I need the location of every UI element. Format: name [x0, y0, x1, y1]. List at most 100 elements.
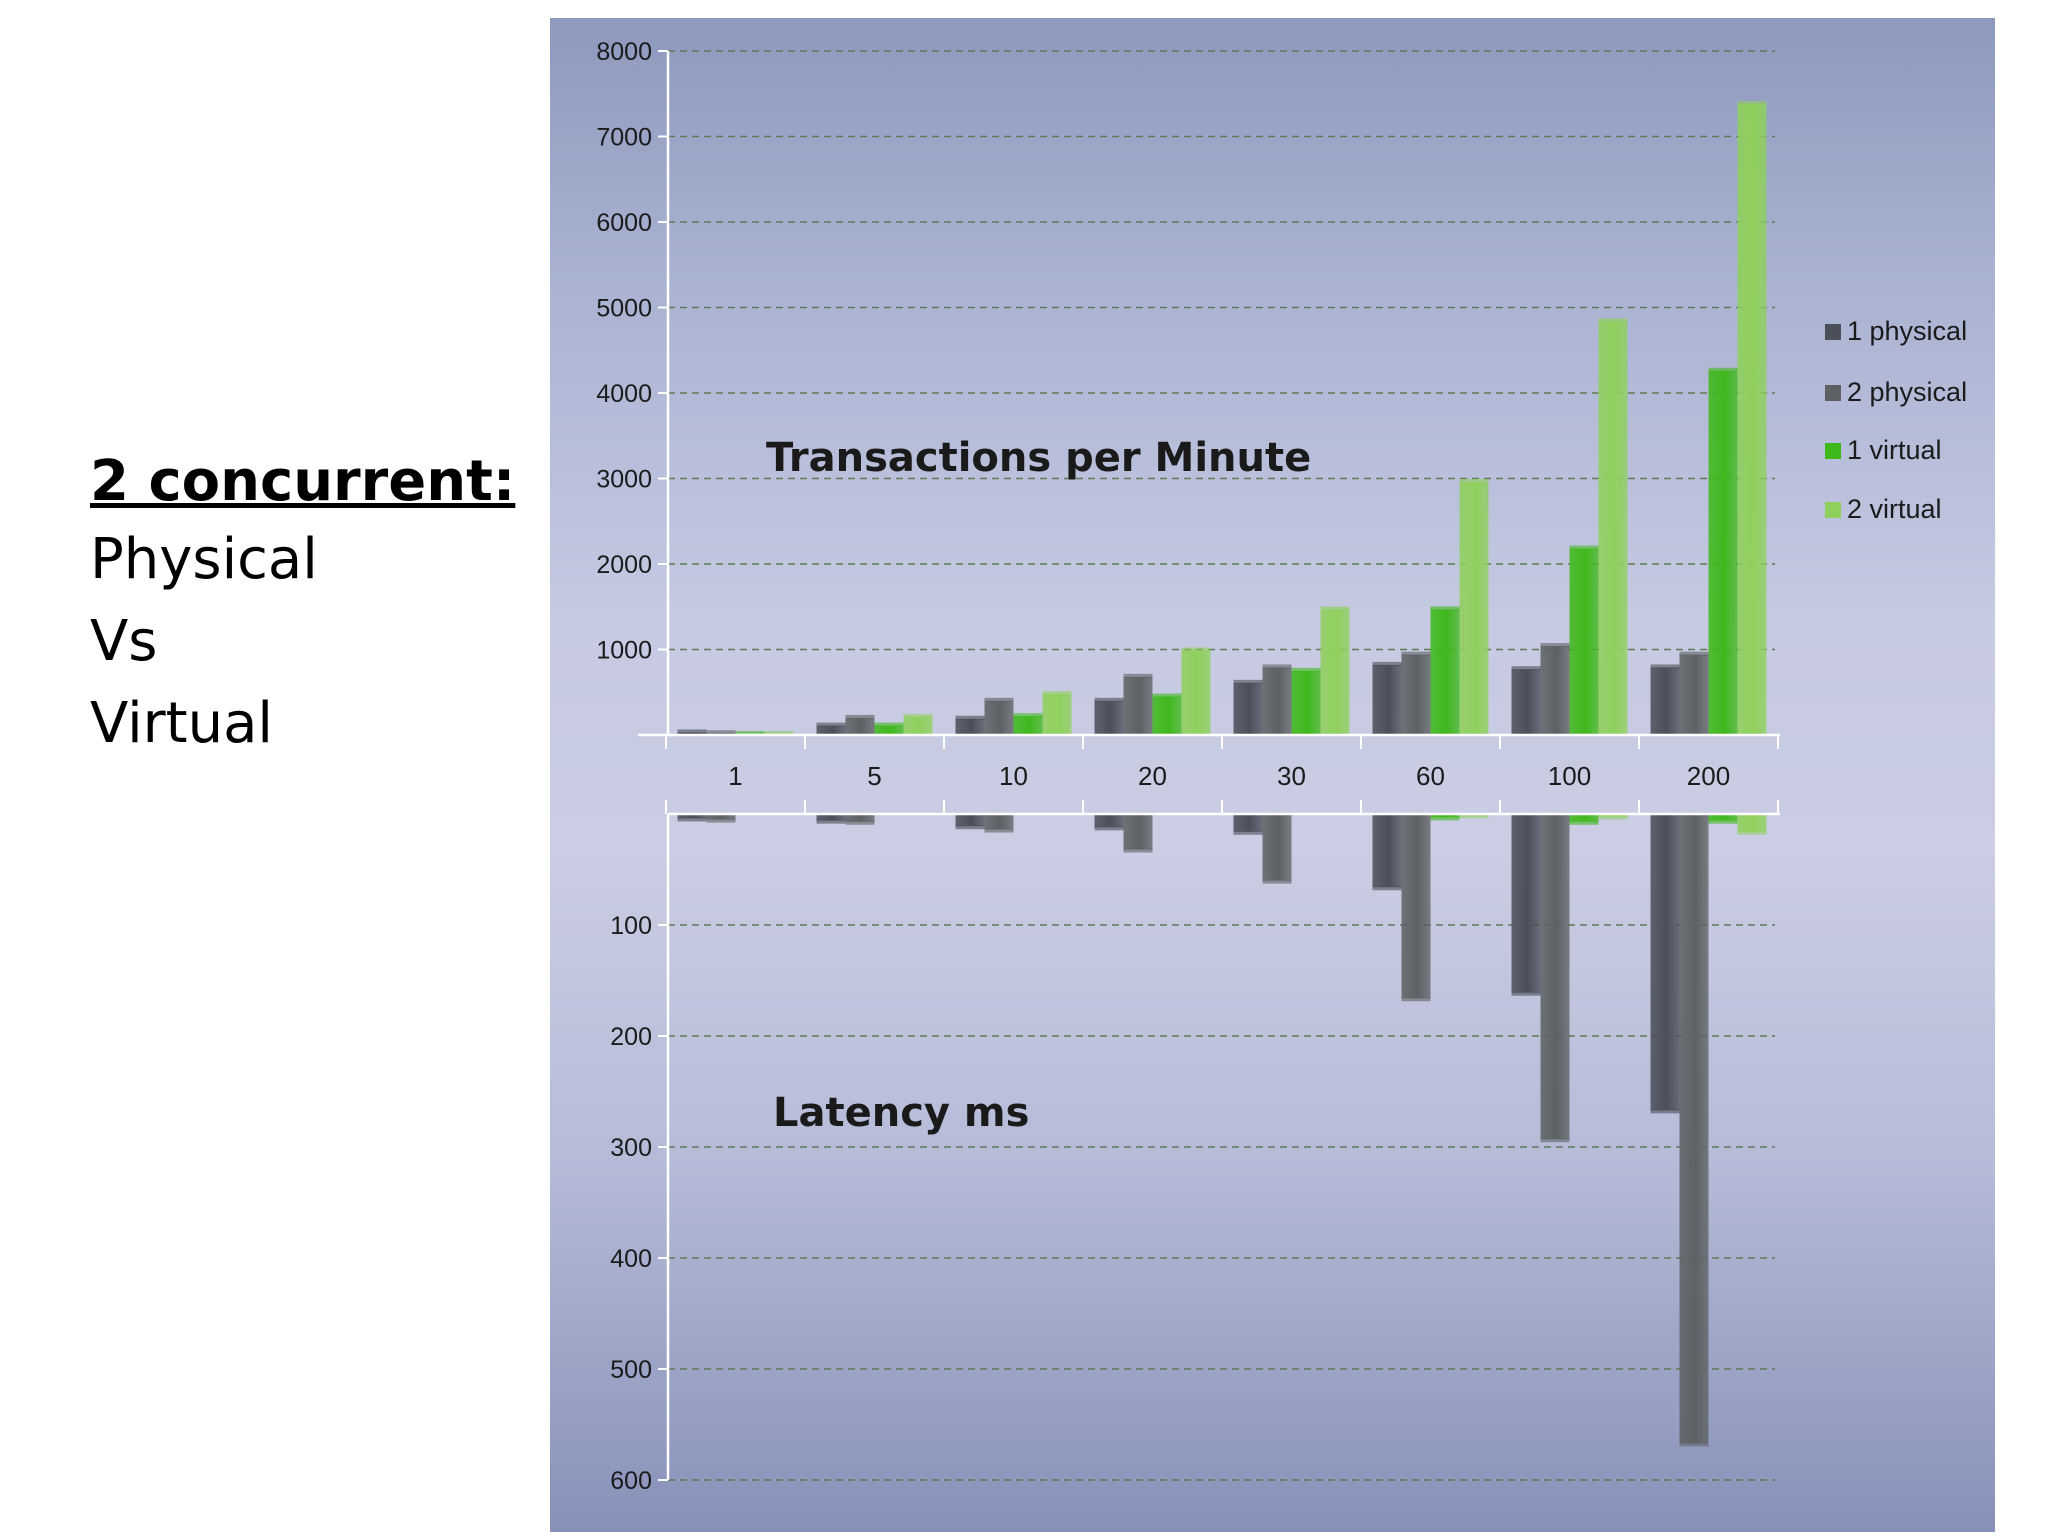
tpm-bar-1-virtual-20 — [1152, 696, 1182, 735]
legend-label-1-physical: 1 physical — [1847, 316, 1967, 346]
tpm-bar-1-physical-30 — [1233, 682, 1263, 735]
tpm-bar-cap-1-virtual-200 — [1708, 367, 1738, 372]
y-tick-label-bottom: 600 — [610, 1467, 652, 1495]
tpm-bar-cap-2-physical-1 — [706, 730, 736, 735]
latency-bar-cap-1-virtual-100 — [1569, 820, 1599, 825]
bar-layer — [677, 101, 1767, 1447]
latency-bar-1-virtual-100 — [1569, 814, 1599, 822]
tpm-bar-cap-2-virtual-1 — [764, 731, 794, 736]
tpm-bar-cap-1-physical-100 — [1511, 666, 1541, 671]
tpm-bar-cap-1-virtual-30 — [1291, 667, 1321, 672]
latency-bar-cap-2-virtual-60 — [1459, 814, 1489, 819]
tpm-bar-cap-1-physical-60 — [1372, 661, 1402, 666]
tpm-bar-cap-2-virtual-5 — [903, 714, 933, 719]
tpm-bar-cap-1-virtual-60 — [1430, 606, 1460, 611]
tpm-bar-1-physical-1 — [677, 732, 707, 735]
slide-line-virtual: Virtual — [90, 691, 273, 756]
tpm-bar-1-physical-100 — [1511, 669, 1541, 735]
latency-bar-cap-1-physical-10 — [955, 825, 985, 830]
tpm-bar-cap-1-physical-20 — [1094, 697, 1124, 702]
y-tick-label-top: 2000 — [596, 551, 652, 579]
legend: 1 physical 2 physical 1 virtual 2 virtual — [1825, 316, 1967, 524]
tpm-bar-2-virtual-5 — [903, 717, 933, 735]
latency-bar-1-physical-1 — [677, 814, 707, 819]
chart-panel: 1000 2000 3000 4000 5000 6000 7000 8000 100 200 30… — [550, 18, 1995, 1532]
y-tick-label-bottom: 400 — [610, 1245, 652, 1273]
legend-swatch-2-physical — [1825, 385, 1841, 401]
tpm-bar-1-virtual-30 — [1291, 670, 1321, 735]
tpm-bar-cap-1-physical-10 — [955, 715, 985, 720]
tpm-bar-1-virtual-5 — [874, 725, 904, 735]
legend-label-1-virtual: 1 virtual — [1847, 435, 1942, 465]
tpm-bar-cap-1-virtual-100 — [1569, 545, 1599, 550]
latency-bar-cap-1-physical-1 — [677, 817, 707, 822]
tpm-bar-cap-1-physical-30 — [1233, 679, 1263, 684]
x-category-label: 100 — [1548, 761, 1591, 791]
y-tick-label-top: 3000 — [596, 466, 652, 494]
tpm-bar-cap-1-physical-5 — [816, 722, 846, 727]
y-tick-label-top: 1000 — [596, 637, 652, 665]
latency-bar-cap-1-physical-5 — [816, 819, 846, 824]
tpm-bar-1-virtual-10 — [1013, 716, 1043, 735]
tpm-bar-2-virtual-30 — [1320, 609, 1350, 735]
tpm-bar-cap-1-virtual-10 — [1013, 713, 1043, 718]
latency-bar-1-virtual-200 — [1708, 814, 1738, 821]
latency-bar-1-physical-10 — [955, 814, 985, 827]
tpm-chart-title: Transactions per Minute — [766, 435, 1311, 481]
y-tick-label-top: 8000 — [596, 38, 652, 66]
tpm-bar-2-virtual-20 — [1181, 650, 1211, 735]
tpm-bar-2-physical-10 — [984, 700, 1014, 735]
grid-layer — [668, 50, 1775, 1481]
tpm-bar-cap-2-physical-5 — [845, 714, 875, 719]
slide-heading: 2 concurrent: — [90, 449, 516, 514]
tpm-bar-2-virtual-10 — [1042, 693, 1072, 735]
tpm-bar-cap-1-virtual-20 — [1152, 693, 1182, 698]
latency-bar-1-physical-30 — [1233, 814, 1263, 832]
latency-bar-2-physical-5 — [845, 814, 875, 822]
legend-swatch-2-virtual — [1825, 502, 1841, 518]
latency-bar-cap-1-virtual-200 — [1708, 819, 1738, 824]
tpm-bar-1-physical-5 — [816, 725, 846, 735]
tpm-bar-cap-1-virtual-1 — [735, 731, 765, 736]
latency-bar-2-virtual-200 — [1737, 814, 1767, 832]
latency-bar-cap-2-physical-5 — [845, 820, 875, 825]
tpm-bar-2-virtual-100 — [1598, 321, 1628, 735]
x-category-label: 10 — [999, 761, 1028, 791]
latency-bar-2-physical-30 — [1262, 814, 1292, 881]
tpm-bar-2-physical-200 — [1679, 654, 1709, 735]
tpm-bar-cap-1-physical-1 — [677, 729, 707, 734]
tpm-bar-cap-2-virtual-100 — [1598, 318, 1628, 323]
tpm-bar-2-physical-5 — [845, 717, 875, 735]
x-category-label: 60 — [1416, 761, 1445, 791]
tpm-bar-cap-2-virtual-200 — [1737, 101, 1767, 106]
tpm-bar-1-virtual-60 — [1430, 609, 1460, 735]
y-tick-label-top: 6000 — [596, 209, 652, 237]
latency-bar-cap-2-physical-200 — [1679, 1442, 1709, 1447]
tpm-bar-cap-2-physical-30 — [1262, 664, 1292, 669]
legend-label-2-virtual: 2 virtual — [1847, 494, 1942, 524]
x-category-label: 5 — [867, 761, 881, 791]
chart-svg: 1000 2000 3000 4000 5000 6000 7000 8000 100 200 30… — [596, 38, 1967, 1495]
latency-bar-cap-1-virtual-60 — [1430, 816, 1460, 821]
tpm-bar-cap-1-virtual-5 — [874, 722, 904, 727]
x-category-label: 200 — [1687, 761, 1730, 791]
legend-swatch-1-physical — [1825, 324, 1841, 340]
slide-text-block: 2 concurrent: Physical Vs Virtual — [90, 445, 515, 765]
latency-bar-1-virtual-60 — [1430, 814, 1460, 818]
latency-bar-1-physical-100 — [1511, 814, 1541, 993]
latency-bar-1-physical-20 — [1094, 814, 1124, 828]
tpm-bar-cap-2-virtual-60 — [1459, 478, 1489, 483]
latency-bar-1-physical-60 — [1372, 814, 1402, 888]
y-tick-label-bottom: 100 — [610, 912, 652, 940]
latency-bar-cap-2-virtual-100 — [1598, 815, 1628, 820]
latency-bar-1-physical-5 — [816, 814, 846, 821]
tpm-bar-2-physical-30 — [1262, 667, 1292, 735]
tpm-bar-1-physical-60 — [1372, 664, 1402, 735]
latency-bar-cap-2-physical-60 — [1401, 997, 1431, 1002]
y-tick-label-bottom: 500 — [610, 1356, 652, 1384]
latency-bar-cap-1-physical-60 — [1372, 886, 1402, 891]
tpm-bar-2-physical-60 — [1401, 654, 1431, 735]
tpm-bar-cap-2-virtual-30 — [1320, 606, 1350, 611]
latency-bar-cap-2-physical-20 — [1123, 848, 1153, 853]
latency-bar-cap-1-physical-200 — [1650, 1109, 1680, 1114]
